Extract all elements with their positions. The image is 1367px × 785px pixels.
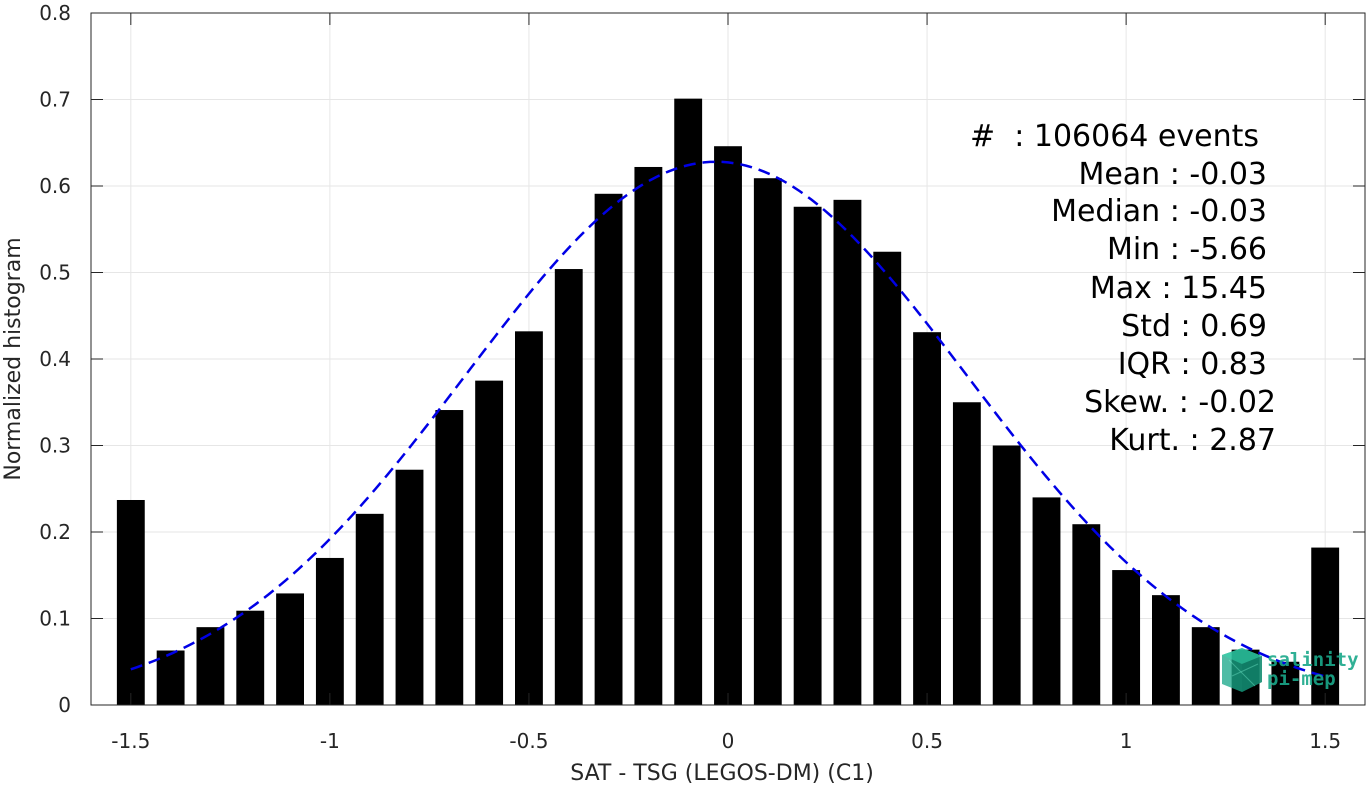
stat-skew: Skew. : -0.02	[1084, 385, 1276, 420]
histogram-bar	[1191, 627, 1220, 705]
histogram-bar	[913, 332, 941, 705]
stat-iqr: IQR : 0.83	[1118, 347, 1267, 382]
histogram-bar	[634, 166, 663, 706]
logo-line1: salinity	[1267, 649, 1359, 671]
x-tick-label: 1	[1120, 729, 1133, 753]
axis-tick-labels: -1.5 -1 -0.5 0 0.5 1 1.5 0 0.1 0.2 0.3 0.4 0.5 0.6 0.7…	[39, 1, 1341, 753]
histogram-bar	[355, 513, 384, 705]
histogram-bar	[156, 650, 185, 705]
y-tick-label: 0.7	[39, 88, 71, 112]
stat-min: Min : -5.66	[1107, 232, 1267, 267]
histogram-bar	[1032, 497, 1061, 705]
bars	[116, 98, 1340, 706]
y-tick-label: 0.6	[39, 174, 71, 198]
histogram-bar	[116, 499, 145, 705]
y-tick-label: 0.8	[39, 1, 71, 25]
x-tick-label: 0.5	[911, 729, 943, 753]
histogram-bar	[674, 98, 703, 705]
x-axis-label: SAT - TSG (LEGOS-DM) (C1)	[570, 761, 874, 785]
x-tick-label: 0	[722, 729, 735, 753]
axis-ticks	[91, 12, 1365, 706]
histogram-bar	[1311, 547, 1340, 705]
y-tick-label: 0.1	[39, 607, 71, 631]
histogram-bar	[1112, 570, 1141, 705]
x-tick-label: 1.5	[1309, 729, 1341, 753]
histogram-bar	[793, 206, 822, 705]
histogram-bar	[395, 469, 424, 705]
logo-line2: pi-mep	[1267, 668, 1336, 690]
histogram-bar	[753, 178, 782, 706]
histogram-bar	[714, 146, 742, 705]
histogram-bar	[992, 445, 1021, 705]
histogram-bar	[1072, 524, 1101, 705]
statistics-box: # : 106064 events Mean : -0.03 Median : …	[970, 119, 1276, 458]
histogram-bar	[475, 380, 504, 705]
histogram-bar	[554, 269, 583, 705]
histogram-bar	[873, 251, 902, 706]
salinity-pi-mep-logo: salinity pi-mep	[1222, 648, 1359, 692]
histogram-bar	[594, 193, 623, 705]
stat-events: # : 106064 events	[970, 119, 1259, 154]
stat-std: Std : 0.69	[1121, 309, 1267, 344]
stat-median: Median : -0.03	[1051, 194, 1267, 229]
y-tick-label: 0.5	[39, 261, 71, 285]
x-tick-label: -1.5	[111, 729, 150, 753]
histogram-bar	[833, 199, 862, 705]
gaussian-fit-curve	[130, 160, 1326, 678]
stat-kurt: Kurt. : 2.87	[1109, 423, 1276, 458]
histogram-bar	[236, 610, 265, 705]
histogram-bar	[515, 331, 543, 705]
y-tick-label: 0	[58, 693, 71, 717]
x-tick-label: -1	[320, 729, 340, 753]
histogram-bar	[435, 410, 464, 705]
histogram-bar	[1271, 661, 1300, 705]
logo-cube-icon	[1222, 648, 1262, 692]
y-axis-label: Normalized histogram	[1, 237, 26, 480]
y-tick-label: 0.2	[39, 520, 71, 544]
stat-mean: Mean : -0.03	[1078, 157, 1267, 192]
histogram-bar	[952, 402, 981, 705]
histogram-bar	[276, 593, 304, 705]
histogram-bar	[315, 557, 344, 705]
x-tick-label: -0.5	[509, 729, 548, 753]
histogram-bar	[1152, 595, 1180, 705]
y-tick-label: 0.3	[39, 434, 71, 458]
stat-max: Max : 15.45	[1090, 271, 1267, 306]
y-tick-label: 0.4	[39, 347, 71, 371]
